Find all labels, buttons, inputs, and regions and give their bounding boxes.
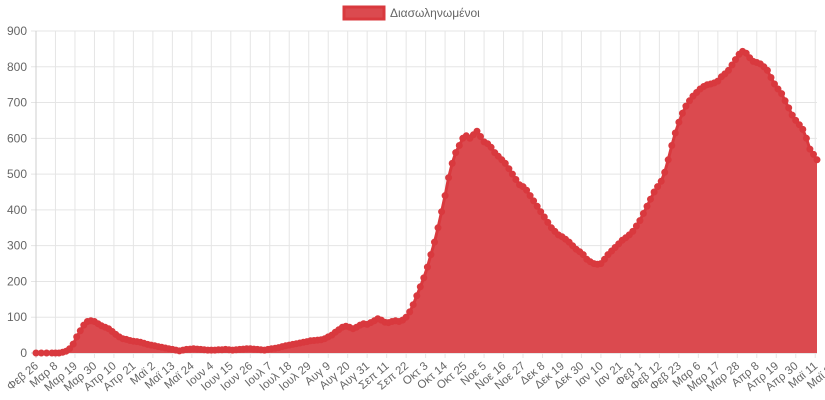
data-point [657,177,665,185]
data-point [601,255,608,263]
data-point [810,150,817,158]
data-point [579,251,587,259]
data-point [73,333,81,341]
y-tick-label: 200 [7,274,27,288]
data-point [544,218,552,226]
data-point [714,77,722,85]
data-point [647,195,654,203]
data-point [650,188,658,196]
data-point [671,129,679,137]
data-point [725,66,732,74]
data-point [427,251,435,259]
data-point [76,327,84,335]
data-point [788,111,796,119]
data-point [441,192,449,200]
data-point [795,121,803,129]
data-point [643,202,651,210]
series-layer [32,47,821,357]
y-tick-label: 700 [7,96,27,110]
data-point [406,308,414,316]
legend[interactable]: Διασωληνωμένοι [342,5,480,21]
data-point [686,97,693,105]
data-point [767,74,775,81]
data-point [416,283,424,291]
data-point [813,156,821,164]
y-tick-label: 400 [7,203,27,217]
data-point [802,134,810,142]
data-point [455,142,463,149]
data-point [728,61,736,69]
data-point [434,224,442,232]
y-tick-label: 600 [7,131,27,145]
series-area [36,51,817,354]
y-tick-label: 800 [7,60,27,74]
y-tick-label: 0 [20,346,27,360]
data-point [452,149,460,157]
data-point [501,159,509,167]
y-axis: 0 100 200 300 400 500 600 700 800 900 [7,24,27,360]
data-point [477,133,484,140]
data-point [742,49,750,57]
data-point [526,192,534,200]
data-point [505,165,513,173]
data-point [423,263,431,271]
data-point [448,159,456,167]
data-point [438,208,446,216]
data-point [402,313,410,321]
data-point [806,145,814,153]
data-point [512,176,520,183]
data-point [675,118,683,126]
data-point [540,213,548,221]
data-point [523,186,531,194]
data-point [487,143,495,151]
data-point [774,85,782,93]
data-point [678,109,686,117]
data-point [668,142,676,149]
data-point [409,301,417,309]
data-point [636,217,644,225]
data-point [413,292,421,300]
data-point [664,156,672,164]
data-point [778,90,786,98]
data-point [533,202,541,210]
data-point [732,56,739,64]
data-point [661,168,669,176]
data-point [682,102,690,110]
data-point [771,80,778,88]
y-tick-label: 900 [7,24,27,38]
data-point [530,197,538,205]
data-point [69,340,77,348]
data-point [473,127,481,135]
data-point [629,227,637,235]
data-point [799,125,807,133]
data-point [781,97,789,105]
data-point [763,66,771,74]
y-tick-label: 100 [7,310,27,324]
data-point [431,238,438,246]
legend-swatch [342,5,386,21]
data-point [632,222,640,230]
data-point [639,210,647,217]
data-point [785,104,793,112]
data-point [445,174,453,182]
data-point [66,345,74,353]
data-point [537,208,545,216]
y-tick-label: 500 [7,167,27,181]
data-point [508,170,516,178]
y-tick-label: 300 [7,239,27,253]
data-point [420,274,428,282]
legend-label: Διασωληνωμένοι [390,6,480,20]
data-point [654,183,662,191]
